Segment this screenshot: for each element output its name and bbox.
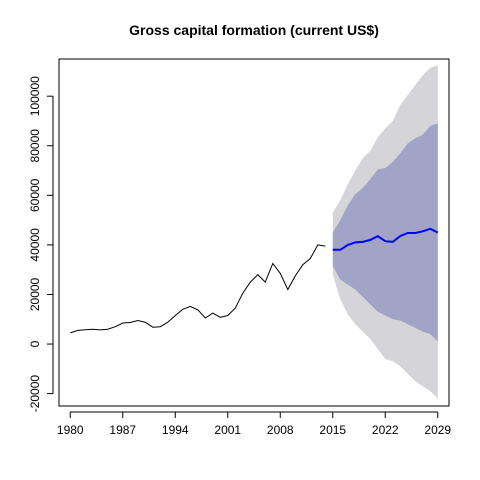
y-tick-label: -20000 (28, 375, 42, 413)
chart-title: Gross capital formation (current US$) (129, 22, 379, 38)
x-tick-label: 1987 (109, 423, 136, 437)
y-tick-label: 0 (28, 340, 42, 347)
x-tick-label: 2015 (319, 423, 346, 437)
x-tick-label: 2029 (424, 423, 451, 437)
x-tick-label: 2022 (372, 423, 399, 437)
x-tick-label: 1994 (162, 423, 189, 437)
band-80-percent (332, 123, 438, 342)
y-axis: -20000 0 20000 40000 60000 80000 100000 (28, 76, 54, 413)
y-tick-label: 100000 (28, 76, 42, 116)
y-tick-label: 80000 (28, 129, 42, 163)
forecast-series-line (332, 227, 439, 251)
confidence-bands (332, 65, 438, 399)
series-lines (70, 227, 439, 334)
x-tick-label: 2008 (267, 423, 294, 437)
x-tick-label: 1980 (57, 423, 84, 437)
x-tick-label: 2001 (214, 423, 241, 437)
y-tick-label: 60000 (28, 178, 42, 212)
y-tick-label: 40000 (28, 228, 42, 262)
y-tick-label: 20000 (28, 277, 42, 311)
x-axis: 1980 1987 1994 2001 2008 2015 2022 2029 (57, 411, 451, 437)
historical-series-line (70, 244, 326, 334)
plot-frame (58, 58, 450, 407)
